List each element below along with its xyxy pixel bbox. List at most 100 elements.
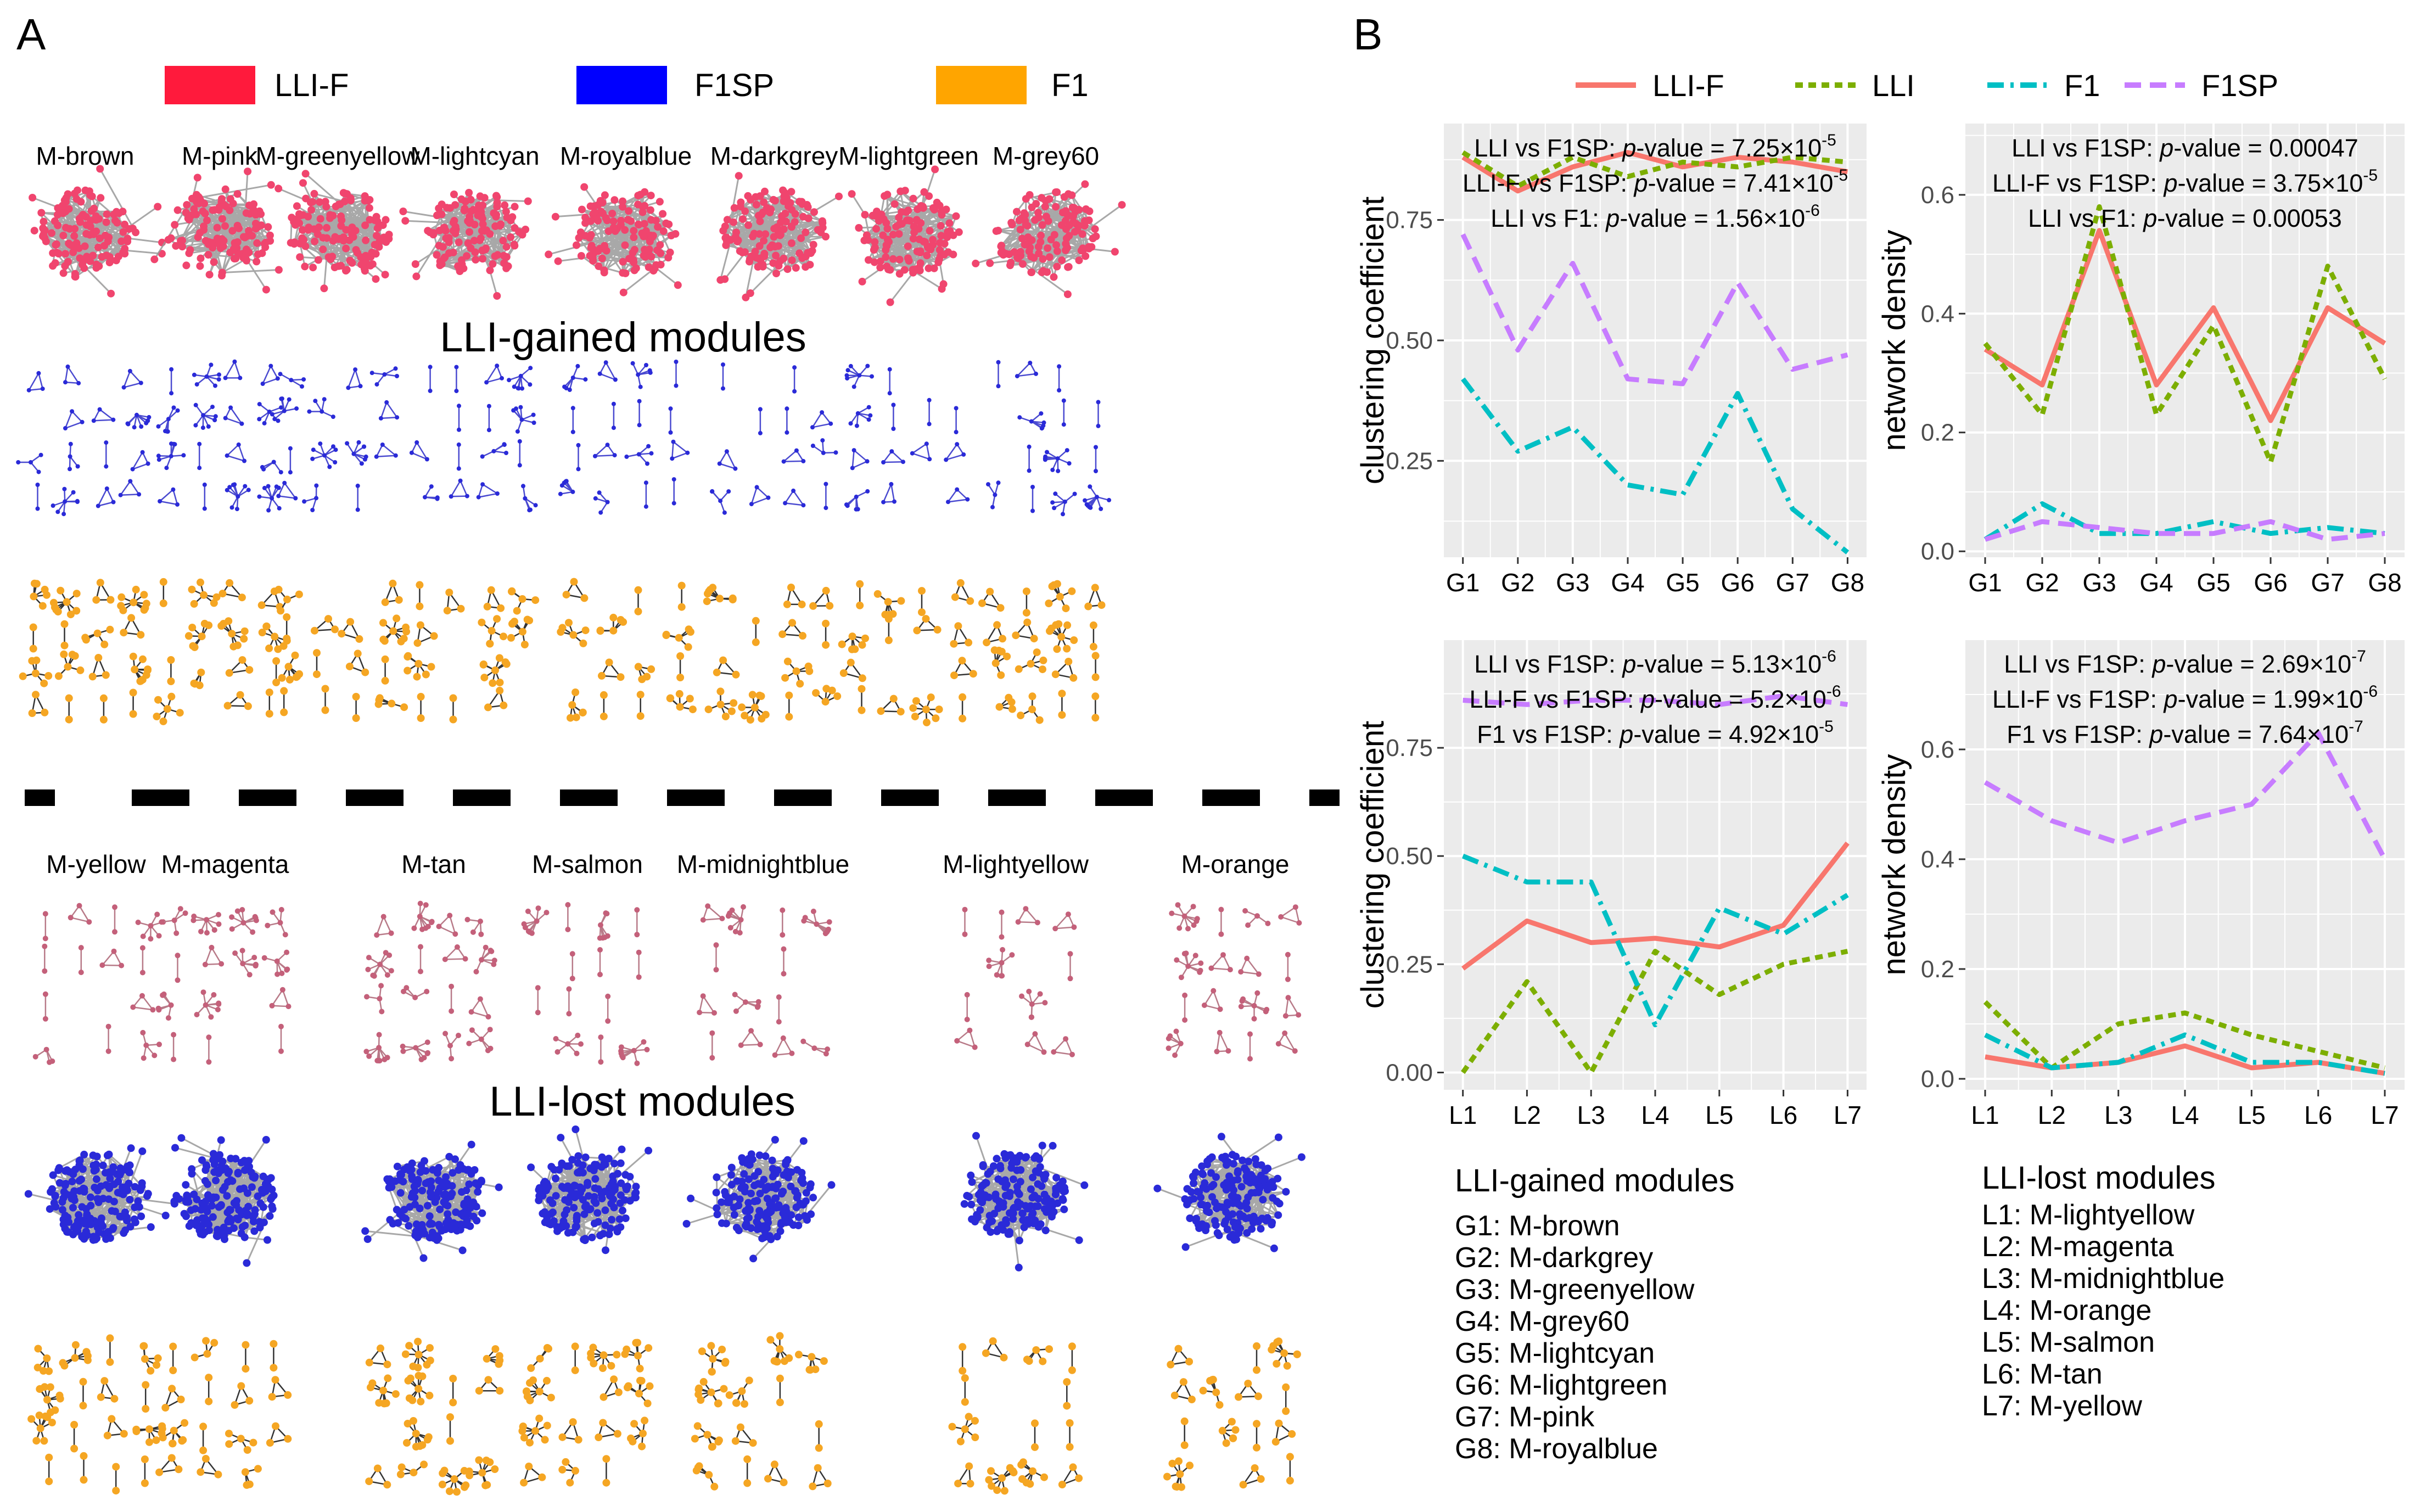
x-tick-label: G1	[1968, 568, 2002, 597]
y-tick-label: 0.50	[1386, 327, 1433, 354]
lost-f1-networks	[27, 1332, 1301, 1496]
lost-f1-network	[948, 1337, 1083, 1495]
divider-dash	[1309, 789, 1340, 806]
legend-label-f1: F1	[1051, 68, 1089, 103]
gained-module-name: M-pink	[182, 142, 258, 170]
network-edges	[707, 587, 838, 720]
network-nodes	[29, 165, 166, 298]
lost-legend-item: L2: M-magenta	[1982, 1231, 2174, 1263]
gained-f1-network	[274, 579, 411, 722]
network-nodes	[150, 167, 283, 294]
y-axis-label: network density	[1876, 754, 1912, 976]
y-tick-label: 0.6	[1921, 736, 1954, 763]
gained-f1sp-network	[16, 364, 152, 517]
network-edges	[18, 366, 149, 514]
network-nodes	[409, 363, 538, 513]
x-tick-label: L3	[2104, 1101, 2132, 1129]
network-nodes	[838, 579, 977, 726]
gained-lli-f-network	[848, 165, 963, 306]
chart-2: 0.0 0.2 0.4 0.6 G1 G2 G3 G4 G5 G6 G7 G8 network dens…	[1876, 124, 2405, 597]
gained-legend-item: G2: M-darkgrey	[1455, 1242, 1653, 1274]
y-tick-label: 0.4	[1921, 300, 1954, 327]
y-axis-label: network density	[1876, 230, 1912, 451]
p-value-annotation: LLI vs F1: p-value = 0.00053	[2028, 204, 2342, 232]
p-value-annotation: LLI vs F1SP: p-value = 7.25×10-5	[1474, 131, 1836, 162]
lost-module-name: M-orange	[1181, 850, 1290, 878]
x-tick-label: G2	[2025, 568, 2059, 597]
divider-dash	[667, 789, 725, 806]
series-line-f1sp	[1460, 233, 1848, 387]
network-nodes	[697, 903, 832, 1061]
network-nodes	[399, 189, 532, 300]
lost-module-name: M-tan	[401, 850, 466, 878]
lost-f1-network	[691, 1332, 832, 1491]
network-nodes	[986, 360, 1112, 517]
panel-b-legend: LLI-F LLI F1 F1SP	[1576, 68, 2278, 103]
network-nodes	[545, 183, 682, 296]
network-nodes	[19, 579, 152, 724]
panel-a-label: A	[16, 10, 46, 59]
y-tick-label: 0.2	[1921, 956, 1954, 983]
gained-lli-f-network	[972, 180, 1126, 298]
lost-legend-item: L6: M-tan	[1982, 1358, 2103, 1390]
chart-3: 0.00 0.25 0.50 0.75 L1 L2 L3 L4 L5 L6 L7 clustering…	[1355, 639, 1867, 1129]
network-edges	[560, 362, 688, 513]
gained-lli-f-network	[399, 189, 532, 300]
gained-legend-item: G6: M-lightgreen	[1455, 1369, 1667, 1401]
lost-f1-network	[1163, 1337, 1301, 1491]
network-nodes	[960, 1132, 1089, 1272]
x-tick-label: L6	[1769, 1101, 1797, 1129]
lost-f1sp-network	[527, 1125, 653, 1255]
network-nodes	[270, 366, 400, 512]
x-tick-label: G2	[1501, 568, 1534, 597]
network-edges	[159, 1341, 289, 1486]
lost-legend-item: L5: M-salmon	[1982, 1326, 2155, 1358]
network-nodes	[170, 1134, 278, 1267]
x-tick-label: G7	[2311, 568, 2344, 597]
y-tick-label: 0.25	[1386, 951, 1433, 978]
gained-f1-network	[19, 579, 152, 724]
network-edges	[524, 905, 647, 1063]
network-edges	[278, 173, 390, 289]
p-value-annotation: LLI-F vs F1SP: p-value = 1.99×10-6	[1992, 682, 2378, 713]
gained-lli-f-network	[545, 183, 682, 296]
x-tick-label: L2	[1513, 1101, 1541, 1129]
network-nodes	[365, 1337, 504, 1496]
gained-f1-network	[703, 584, 842, 724]
network-nodes	[155, 1337, 292, 1489]
divider-dash	[774, 789, 832, 806]
x-tick-label: G4	[1611, 568, 1644, 597]
legend-label: F1SP	[2201, 68, 2278, 103]
x-tick-label: G3	[2082, 568, 2116, 597]
gained-lli-f-network	[274, 170, 393, 293]
x-tick-label: G1	[1446, 568, 1480, 597]
network-nodes	[1153, 1133, 1305, 1252]
lost-legend-item: L4: M-orange	[1982, 1295, 2151, 1326]
network-nodes	[972, 180, 1126, 298]
gained-module-name: M-darkgrey	[710, 142, 838, 170]
p-value-annotation: LLI vs F1: p-value = 1.56×10-6	[1491, 201, 1820, 232]
gained-legend-item: G3: M-greenyellow	[1455, 1274, 1695, 1306]
network-nodes	[557, 578, 697, 722]
gained-f1sp-network	[986, 360, 1112, 517]
y-tick-label: 0.25	[1386, 447, 1433, 474]
section-divider	[25, 789, 1340, 806]
panel-a-legend: LLI-F F1SP F1	[165, 66, 1089, 104]
divider-dash	[560, 789, 618, 806]
network-nodes	[703, 584, 842, 724]
network-nodes	[153, 578, 291, 725]
gained-legend-item: G1: M-brown	[1455, 1210, 1620, 1242]
network-nodes	[156, 359, 284, 513]
legend-label-lli-f: LLI-F	[274, 68, 349, 103]
lost-lli-f-network	[32, 903, 166, 1065]
network-nodes	[716, 172, 843, 301]
network-edges	[698, 905, 830, 1058]
lost-module-name: M-lightyellow	[943, 850, 1089, 878]
x-tick-label: G5	[1666, 568, 1699, 597]
gained-legend-title: LLI-gained modules	[1455, 1163, 1734, 1199]
legend-label: LLI-F	[1652, 68, 1724, 103]
network-edges	[711, 365, 836, 513]
